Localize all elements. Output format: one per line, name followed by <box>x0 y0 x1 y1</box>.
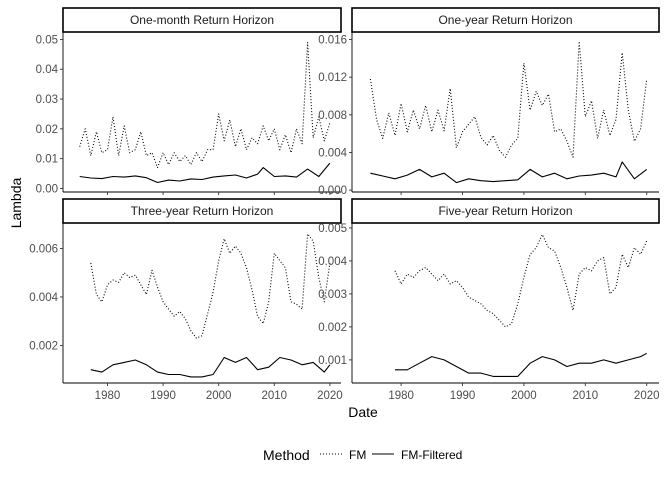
y-tick-label-five-year: 0.004 <box>318 256 347 268</box>
y-axis-title: Lambda <box>8 177 24 228</box>
y-tick-label-one-month: 0.04 <box>36 64 59 76</box>
x-axis-title: Date <box>348 404 378 420</box>
y-tick-label-five-year: 0.003 <box>318 289 347 301</box>
y-tick-label-five-year: 0.005 <box>318 223 347 235</box>
x-tick-label-three-year: 2010 <box>261 390 287 402</box>
series-line-fm-filtered-one-month <box>79 162 331 184</box>
x-tick-label-five-year: 1990 <box>450 390 476 402</box>
x-tick-label-five-year: 2010 <box>573 390 599 402</box>
panels-layer: One-month Return Horizon 0.00 0.01 0.02 0.03… <box>29 7 660 402</box>
y-tick-label-one-month: 0.02 <box>36 124 58 136</box>
y-tick-label-five-year: 0.002 <box>318 322 347 334</box>
legend: Method FM FM-Filtered <box>263 447 462 463</box>
y-tick-label-one-month: 0.03 <box>36 94 58 106</box>
strip-three-year <box>62 198 342 224</box>
y-tick-label-three-year: 0.004 <box>29 292 58 304</box>
y-tick-label-three-year: 0.006 <box>29 243 58 255</box>
panel-one-month: One-month Return Horizon 0.00 0.01 0.02 0.03… <box>36 7 342 195</box>
y-tick-label-one-year: 0.012 <box>318 72 347 84</box>
y-tick-label-one-year: 0.004 <box>318 147 347 159</box>
y-tick-label-one-month: 0.01 <box>36 154 58 166</box>
series-line-fm-filtered-five-year <box>395 352 647 377</box>
strip-one-year <box>351 7 660 33</box>
strip-five-year <box>351 198 660 224</box>
y-tick-label-five-year: 0.001 <box>318 355 347 367</box>
panel-three-year: Three-year Return Horizon 0.002 0.004 0.006… <box>29 198 343 402</box>
x-tick-label-three-year: 1990 <box>150 390 176 402</box>
panel-five-year: Five-year Return Horizon 0.001 0.002 0.003 0… <box>318 198 660 402</box>
series-line-fm-filtered-three-year <box>90 356 331 378</box>
legend-label-fm: FM <box>349 448 366 462</box>
strip-title-three-year: Three-year Return Horizon <box>131 204 274 218</box>
strip-title-five-year: Five-year Return Horizon <box>438 204 572 218</box>
strip-one-month <box>62 7 342 33</box>
y-tick-label-one-month: 0.00 <box>36 183 58 195</box>
x-tick-label-three-year: 1980 <box>95 390 121 402</box>
x-tick-label-three-year: 2020 <box>317 390 343 402</box>
y-tick-label-one-year: 0.016 <box>318 35 347 47</box>
series-line-fm-one-month <box>79 41 331 169</box>
series-line-fm-filtered-one-year <box>370 161 648 184</box>
series-line-fm-one-year <box>369 40 648 158</box>
y-tick-label-three-year: 0.002 <box>29 340 58 352</box>
y-tick-label-one-month: 0.05 <box>36 34 58 46</box>
y-tick-label-one-year: 0.008 <box>318 110 347 122</box>
series-line-fm-three-year <box>90 233 331 339</box>
legend-title: Method <box>263 447 310 463</box>
strip-title-one-month: One-month Return Horizon <box>130 13 274 27</box>
legend-label-fm-filtered: FM-Filtered <box>401 448 462 462</box>
y-tick-label-one-year: 0.000 <box>318 185 347 197</box>
x-tick-label-five-year: 2000 <box>511 390 537 402</box>
panel-one-year: One-year Return Horizon 0.000 0.004 0.008 0.… <box>318 7 660 197</box>
series-line-fm-five-year <box>394 233 648 328</box>
x-tick-label-five-year: 2020 <box>634 390 660 402</box>
x-tick-label-three-year: 2000 <box>206 390 232 402</box>
strip-title-one-year: One-year Return Horizon <box>438 13 572 27</box>
x-tick-label-five-year: 1980 <box>388 390 414 402</box>
